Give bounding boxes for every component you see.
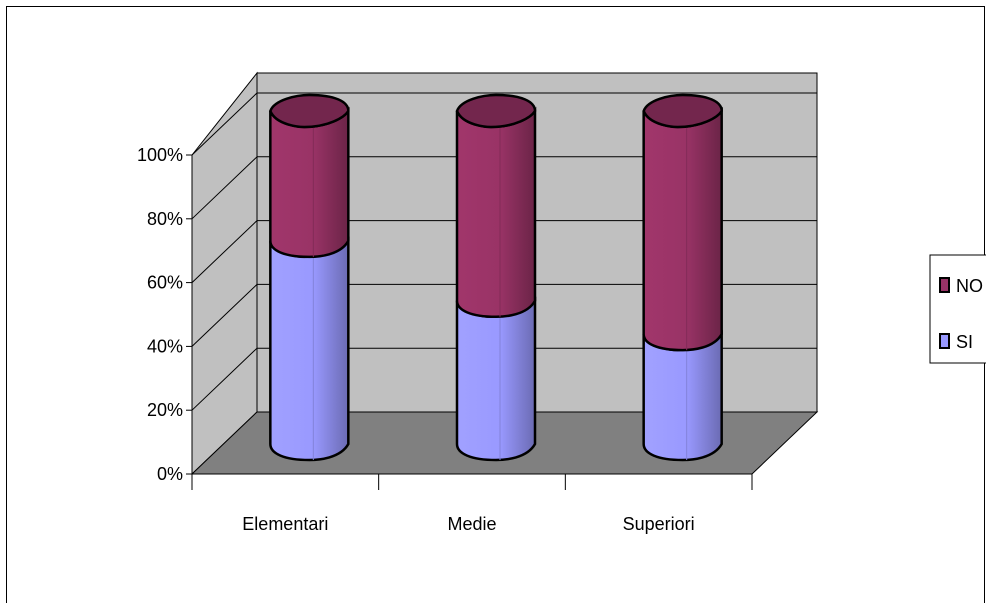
category-label: Medie bbox=[447, 514, 496, 534]
legend-swatch-si bbox=[939, 333, 950, 349]
bar-no-elementari bbox=[269, 106, 350, 259]
bar-no-medie bbox=[455, 106, 537, 319]
bar-no-superiori bbox=[642, 106, 723, 352]
value-tick-label: 100% bbox=[137, 145, 183, 165]
value-tick-label: 0% bbox=[157, 464, 183, 484]
value-tick-label: 60% bbox=[147, 273, 183, 293]
bar-si-elementari bbox=[269, 236, 350, 462]
gridline-side bbox=[191, 92, 258, 156]
gridline-side bbox=[191, 220, 258, 283]
legend: NO SI bbox=[929, 254, 986, 364]
category-axis: Elementari Medie Superiori bbox=[191, 473, 753, 534]
bar-si-medie bbox=[455, 296, 537, 462]
bar-cap-medie bbox=[455, 93, 537, 129]
gridline-side bbox=[191, 347, 258, 411]
gridline-side bbox=[191, 284, 258, 347]
legend-label-no: NO bbox=[956, 276, 983, 296]
bar-cap-elementari bbox=[268, 93, 350, 129]
category-label: Superiori bbox=[623, 514, 695, 534]
value-tick-label: 40% bbox=[147, 336, 183, 356]
category-label: Elementari bbox=[242, 514, 328, 534]
value-tick-label: 80% bbox=[147, 209, 183, 229]
value-tick-label: 20% bbox=[147, 400, 183, 420]
bar-cap-superiori bbox=[642, 93, 723, 129]
bars bbox=[268, 93, 723, 462]
gridlines bbox=[191, 92, 817, 411]
gridline-side bbox=[191, 156, 258, 220]
legend-label-si: SI bbox=[956, 332, 973, 352]
legend-swatch-no bbox=[939, 277, 950, 293]
value-axis: 0% 20% 40% 60% 80% 100% bbox=[137, 145, 193, 484]
bar-si-superiori bbox=[642, 329, 723, 462]
